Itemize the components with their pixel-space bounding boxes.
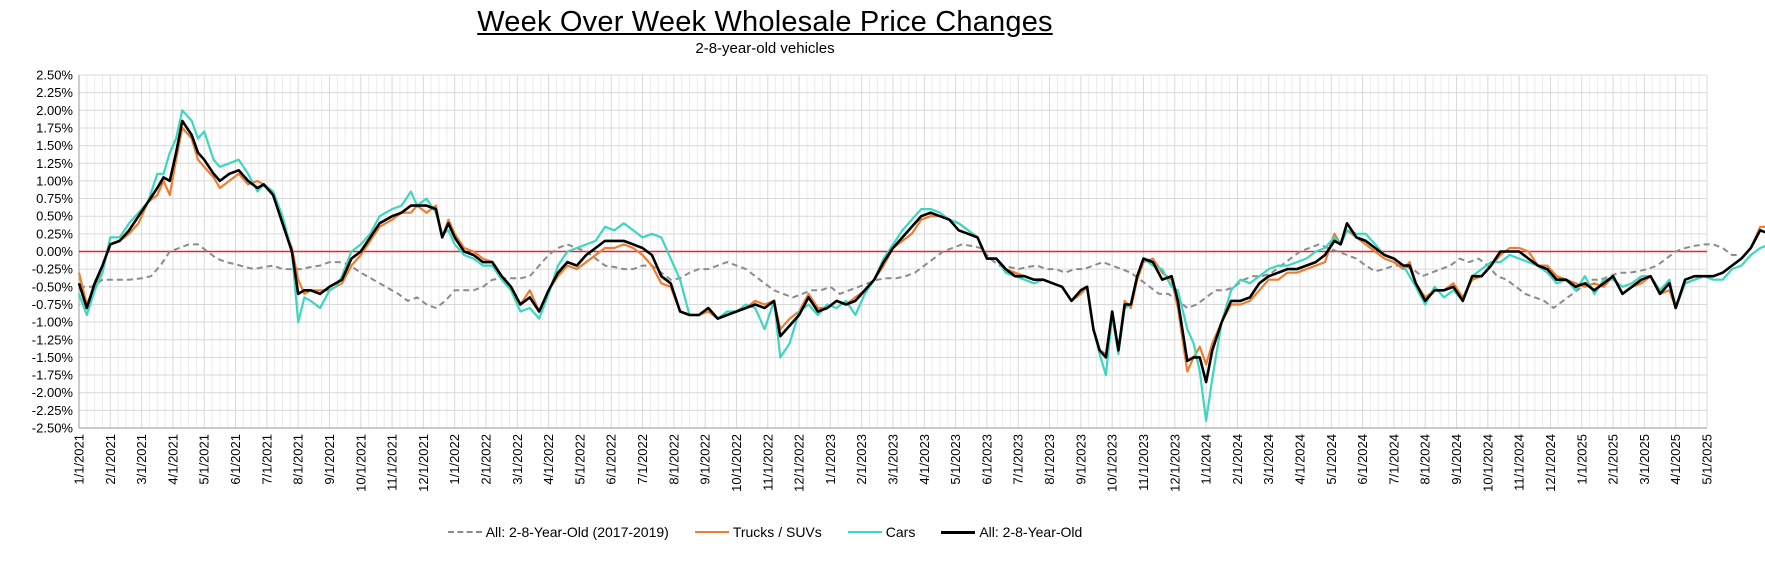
x-tick-label: 7/1/2023 (1011, 434, 1026, 485)
x-tick-label: 8/1/2021 (291, 434, 306, 485)
series-line-cars (77, 109, 1765, 422)
y-tick-label: -2.50% (32, 421, 74, 436)
x-tick-label: 7/1/2021 (259, 434, 274, 485)
x-tick-label: 9/1/2021 (322, 434, 337, 485)
x-tick-label: 4/1/2025 (1668, 434, 1683, 485)
legend-item: All: 2-8-Year-Old (2017-2019) (447, 524, 669, 540)
x-tick-label: 3/1/2021 (134, 434, 149, 485)
x-tick-label: 5/1/2023 (948, 434, 963, 485)
x-tick-label: 2/1/2025 (1606, 434, 1621, 485)
x-tick-label: 11/1/2022 (760, 434, 775, 491)
x-tick-label: 3/1/2022 (510, 434, 525, 485)
y-tick-label: 2.50% (36, 68, 73, 83)
x-tick-label: 4/1/2024 (1293, 434, 1308, 485)
x-tick-label: 12/1/2024 (1543, 434, 1558, 492)
y-tick-label: -1.50% (32, 350, 74, 365)
x-tick-label: 10/1/2021 (353, 434, 368, 492)
x-tick-label: 4/1/2023 (917, 434, 932, 485)
y-tick-label: 1.75% (36, 120, 73, 135)
y-tick-label: 2.00% (36, 103, 73, 118)
x-tick-label: 5/1/2024 (1324, 434, 1339, 485)
legend-swatch (847, 531, 882, 533)
y-tick-label: 2.25% (36, 85, 73, 100)
x-tick-label: 9/1/2023 (1073, 434, 1088, 485)
x-tick-label: 8/1/2023 (1042, 434, 1057, 485)
x-tick-label: 1/1/2023 (823, 434, 838, 485)
legend-swatch (447, 531, 482, 533)
y-tick-label: 1.25% (36, 156, 73, 171)
x-tick-label: 11/1/2024 (1512, 434, 1527, 491)
series-line-all-2-8-year-old (77, 119, 1765, 384)
x-tick-label: 10/1/2022 (729, 434, 744, 492)
series-line-trucks-suvs (77, 126, 1765, 373)
y-tick-label: -2.25% (32, 403, 74, 418)
x-tick-label: 12/1/2023 (1167, 434, 1182, 492)
y-tick-label: 0.50% (36, 209, 73, 224)
chart-subtitle: 2-8-year-old vehicles (695, 40, 835, 57)
legend-label: Trucks / SUVs (732, 524, 822, 540)
x-tick-label: 2/1/2023 (854, 434, 869, 485)
legend-label: Cars (885, 524, 916, 540)
legend-label: All: 2-8-Year-Old (2017-2019) (485, 524, 669, 540)
y-tick-label: 0.00% (36, 244, 73, 259)
legend-swatch (694, 531, 729, 533)
y-tick-label: -0.25% (32, 262, 74, 277)
y-tick-label: 1.00% (36, 173, 73, 188)
x-tick-label: 10/1/2024 (1480, 434, 1495, 492)
x-tick-label: 6/1/2023 (979, 434, 994, 485)
legend-swatch (941, 530, 976, 534)
x-tick-label: 8/1/2024 (1418, 434, 1433, 485)
x-tick-label: 9/1/2022 (698, 434, 713, 485)
chart-title: Week Over Week Wholesale Price Changes (477, 6, 1053, 38)
x-tick-label: 6/1/2022 (604, 434, 619, 485)
x-tick-label: 12/1/2022 (792, 434, 807, 492)
x-tick-label: 6/1/2021 (228, 434, 243, 485)
legend-item: All: 2-8-Year-Old (941, 524, 1082, 540)
series-line-all-2-8-year-old-2017-2019 (79, 243, 1739, 309)
x-tick-label: 2/1/2021 (103, 434, 118, 485)
x-tick-label: 7/1/2022 (635, 434, 650, 485)
y-tick-label: -1.25% (32, 332, 74, 347)
y-tick-label: -2.00% (32, 385, 74, 400)
legend-item: Trucks / SUVs (694, 524, 822, 540)
x-tick-label: 2/1/2022 (479, 434, 494, 485)
x-tick-label: 5/1/2022 (572, 434, 587, 485)
chart-legend: All: 2-8-Year-Old (2017-2019) Trucks / SU… (0, 524, 1530, 540)
x-tick-label: 1/1/2021 (72, 434, 87, 485)
x-tick-label: 3/1/2024 (1261, 434, 1276, 485)
x-tick-label: 1/1/2025 (1574, 434, 1589, 485)
y-tick-label: 0.75% (36, 191, 73, 206)
y-tick-label: -0.75% (32, 297, 74, 312)
x-tick-label: 3/1/2023 (886, 434, 901, 485)
x-tick-label: 11/1/2023 (1136, 434, 1151, 491)
x-tick-label: 11/1/2021 (385, 434, 400, 491)
legend-label: All: 2-8-Year-Old (979, 524, 1083, 540)
y-tick-label: 1.50% (36, 138, 73, 153)
y-tick-label: -0.50% (32, 279, 74, 294)
x-tick-label: 1/1/2022 (447, 434, 462, 485)
x-tick-label: 5/1/2025 (1700, 434, 1715, 485)
x-tick-label: 12/1/2021 (416, 434, 431, 492)
x-tick-label: 8/1/2022 (666, 434, 681, 485)
y-tick-label: -1.75% (32, 368, 74, 383)
x-tick-label: 10/1/2023 (1105, 434, 1120, 492)
legend-item: Cars (847, 524, 916, 540)
x-tick-label: 2/1/2024 (1230, 434, 1245, 485)
x-tick-label: 6/1/2024 (1355, 434, 1370, 485)
y-tick-label: 0.25% (36, 226, 73, 241)
x-tick-label: 4/1/2022 (541, 434, 556, 485)
x-tick-label: 4/1/2021 (165, 434, 180, 485)
x-tick-label: 3/1/2025 (1637, 434, 1652, 485)
x-tick-label: 7/1/2024 (1386, 434, 1401, 485)
x-tick-label: 1/1/2024 (1199, 434, 1214, 485)
x-tick-label: 9/1/2024 (1449, 434, 1464, 485)
y-tick-label: -1.00% (32, 315, 74, 330)
x-tick-label: 5/1/2021 (197, 434, 212, 485)
